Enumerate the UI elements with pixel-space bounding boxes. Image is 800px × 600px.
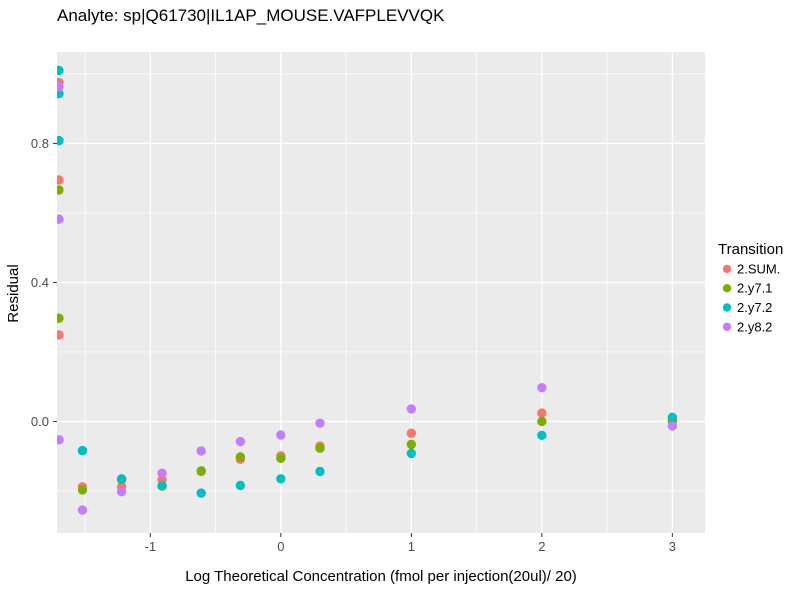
legend-entry-label: 2.SUM.	[737, 261, 780, 276]
data-point	[406, 439, 417, 450]
data-point	[57, 135, 64, 146]
data-point	[276, 474, 286, 484]
chart-title: Analyte: sp|Q61730|IL1AP_MOUSE.VAFPLEVVQ…	[57, 6, 445, 25]
legend-key-icon	[722, 284, 732, 293]
data-point	[537, 430, 547, 441]
x-axis-title: Log Theoretical Concentration (fmol per …	[185, 568, 577, 585]
data-point	[537, 383, 547, 393]
data-point	[57, 65, 64, 76]
data-point	[235, 452, 246, 462]
legend-entry-label: 2.y7.2	[737, 300, 772, 315]
data-point	[57, 313, 64, 323]
data-point	[235, 480, 246, 491]
data-point	[406, 448, 417, 459]
data-point	[537, 408, 547, 418]
data-point	[315, 466, 325, 477]
x-tick-label: 1	[408, 539, 415, 554]
data-point	[537, 416, 547, 427]
data-point	[406, 404, 417, 414]
legend-title: Transition	[718, 241, 783, 258]
data-point	[315, 443, 325, 453]
legend: Transition 2.SUM. 2.y7.1 2.y7.2 2.y8.2	[718, 241, 783, 334]
data-point	[57, 214, 64, 224]
data-point	[406, 428, 417, 438]
data-point	[77, 485, 88, 495]
data-point	[116, 474, 127, 484]
y-tick-label: 0.4	[31, 275, 49, 290]
data-point	[315, 418, 325, 428]
data-point	[57, 435, 64, 445]
data-point	[57, 82, 64, 92]
y-tick-label: 0.0	[31, 414, 49, 429]
data-point	[276, 430, 286, 440]
x-tick-label: 2	[538, 539, 545, 554]
legend-entry-label: 2.y8.2	[737, 319, 772, 334]
data-point	[196, 466, 206, 476]
data-points-layer	[57, 65, 678, 515]
data-point	[235, 436, 246, 447]
legend-entry-label: 2.y7.1	[737, 281, 772, 296]
data-point	[77, 445, 88, 456]
plot-panel	[57, 52, 705, 533]
x-tick-label: 0	[277, 539, 284, 554]
x-tick-label: 3	[669, 539, 676, 554]
data-point	[276, 453, 286, 463]
data-point	[196, 488, 206, 498]
data-point	[57, 330, 64, 340]
data-point	[667, 412, 678, 422]
data-point	[57, 175, 64, 185]
data-point	[667, 421, 678, 431]
data-point	[157, 468, 167, 478]
legend-key-icon	[722, 303, 732, 312]
x-tick-label: -1	[145, 539, 157, 554]
legend-key-icon	[722, 322, 732, 331]
data-point	[77, 505, 88, 515]
legend-key-icon	[722, 264, 732, 274]
data-point	[157, 481, 167, 491]
data-point	[57, 185, 64, 195]
y-tick-label: 0.8	[31, 136, 49, 151]
data-point	[116, 486, 127, 497]
data-point	[196, 446, 206, 456]
